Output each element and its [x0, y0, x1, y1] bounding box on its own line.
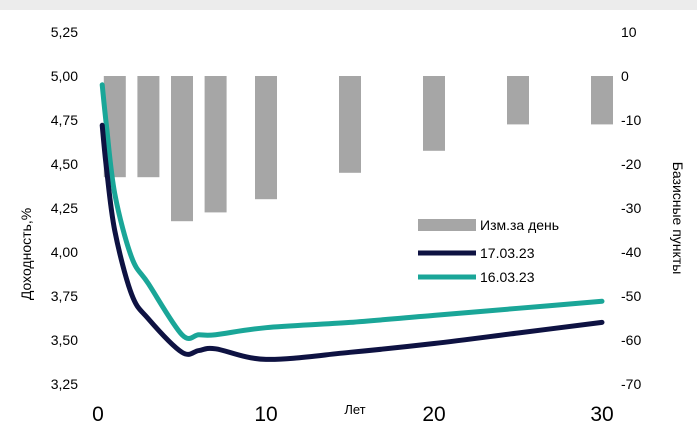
lines-layer	[99, 82, 605, 362]
bar-7	[204, 76, 227, 213]
legend: Изм.за день 17.03.23 16.03.23	[418, 217, 559, 285]
y-left-tick-label: 5,00	[51, 68, 78, 84]
x-tick-label: 30	[590, 403, 613, 426]
y-right-tick-label: -40	[621, 244, 641, 260]
y-right-tick-label: -60	[621, 332, 641, 348]
y-left-tick-label: 4,50	[51, 156, 78, 172]
right-axis: 10 0 -10 -20 -30 -40 -50 -60 -70	[621, 24, 641, 392]
y-left-axis-label: Доходность,%	[18, 208, 34, 300]
bar-10	[255, 76, 277, 200]
left-axis: 5,25 5,00 4,75 4,50 4,25 4,00 3,75 3,50 3,25	[51, 24, 78, 392]
y-right-tick-label: 10	[621, 24, 637, 40]
y-left-tick-label: 3,25	[51, 376, 78, 392]
legend-label-series-1: 17.03.23	[480, 245, 535, 261]
y-right-axis-label: Базисные пункты	[670, 162, 686, 275]
bar-15	[339, 76, 361, 173]
y-right-tick-label: -70	[621, 376, 641, 392]
y-left-tick-label: 5,25	[51, 24, 78, 40]
y-left-tick-label: 3,75	[51, 288, 78, 304]
bars-layer	[103, 76, 613, 222]
bar-30	[591, 76, 613, 125]
x-axis: 0 10 20 30	[92, 403, 614, 426]
legend-label-bars: Изм.за день	[480, 217, 559, 233]
y-left-tick-label: 4,00	[51, 244, 78, 260]
bar-3	[137, 76, 160, 178]
x-tick-label: 20	[422, 403, 445, 426]
x-tick-label: 10	[254, 403, 277, 426]
bar-25	[507, 76, 529, 125]
bar-5	[171, 76, 193, 222]
series-line-1	[99, 122, 605, 362]
y-right-tick-label: 0	[621, 68, 629, 84]
y-left-tick-label: 4,75	[51, 112, 78, 128]
legend-swatch-bars	[418, 219, 476, 231]
series-line-2	[99, 82, 605, 341]
legend-label-series-2: 16.03.23	[480, 269, 535, 285]
y-right-tick-label: -30	[621, 200, 641, 216]
y-left-tick-label: 4,25	[51, 200, 78, 216]
title-band	[0, 0, 697, 10]
y-left-tick-label: 3,50	[51, 332, 78, 348]
y-right-tick-label: -20	[621, 156, 641, 172]
y-right-tick-label: -10	[621, 112, 641, 128]
bar-20	[423, 76, 445, 151]
x-axis-label: Лет	[344, 402, 365, 417]
y-right-tick-label: -50	[621, 288, 641, 304]
x-tick-label: 0	[92, 403, 104, 426]
